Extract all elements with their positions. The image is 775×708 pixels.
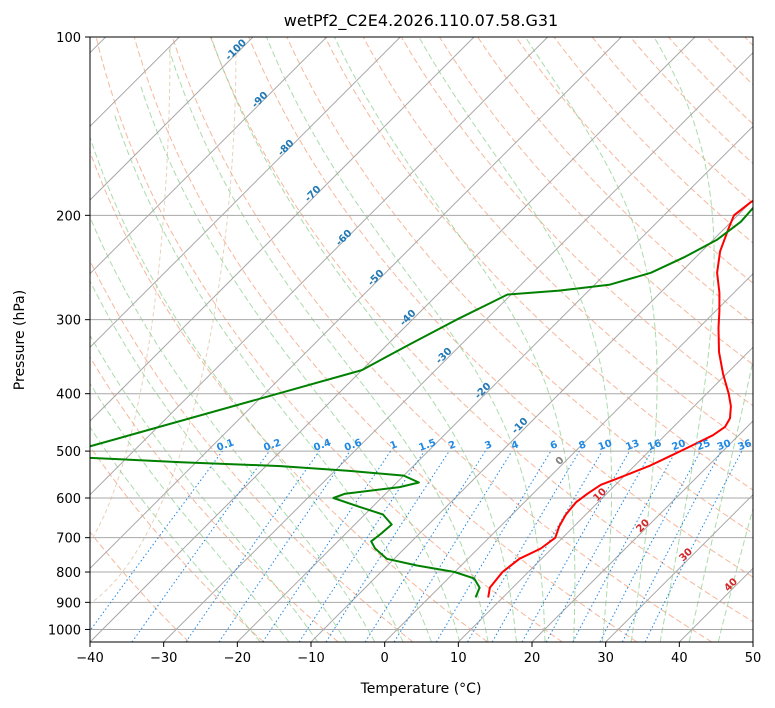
x-tick-label: 20 <box>524 651 541 666</box>
dry-adiabat <box>515 37 753 284</box>
mixing-ratio-line <box>262 450 392 642</box>
mixing-ratio-line <box>393 450 513 642</box>
mixing-ratio-label: 4 <box>510 439 520 452</box>
isotherm <box>531 420 753 642</box>
y-tick-label: 700 <box>56 532 81 547</box>
moist-adiabat <box>168 49 489 642</box>
isotherm <box>90 37 475 422</box>
isotherm <box>384 272 753 642</box>
mixing-ratio-line <box>545 450 653 642</box>
y-axis-label: Pressure (hPa) <box>12 290 28 390</box>
y-tick-label: 600 <box>56 492 81 507</box>
mixing-ratio-label: 6 <box>549 439 559 452</box>
x-axis-label: Temperature (°C) <box>360 681 482 697</box>
isotherm <box>163 51 753 642</box>
x-tick-label: −40 <box>76 651 103 666</box>
moist-adiabat <box>266 37 546 642</box>
background-lines <box>90 37 753 642</box>
mixing-ratio-line <box>131 450 270 642</box>
y-tick-label: 200 <box>56 209 81 224</box>
dry-adiabat <box>171 37 712 642</box>
dry-adiabat <box>90 445 264 642</box>
moist-adiabat <box>90 426 261 642</box>
y-tick-label: 500 <box>56 445 81 460</box>
dewpoint-profile <box>90 206 753 598</box>
mixing-ratio-line <box>218 450 351 642</box>
dry-adiabat <box>362 37 753 449</box>
mixing-ratio-label: 1 <box>389 439 399 452</box>
y-tick-label: 100 <box>56 31 81 46</box>
isotherm <box>605 493 753 642</box>
temperature-profile <box>487 199 753 598</box>
y-tick-label: 800 <box>56 566 81 581</box>
dry-adiabat <box>90 150 488 642</box>
mixing-ratio-label: 25 <box>695 438 712 453</box>
moist-adiabat <box>524 37 658 642</box>
plot-frame <box>89 36 754 643</box>
x-tick-label: −30 <box>150 651 177 666</box>
moist-adiabat <box>418 37 613 642</box>
mixing-ratio-line <box>298 450 425 642</box>
mixing-ratio-line <box>90 450 223 632</box>
y-tick-label: 900 <box>56 596 81 611</box>
x-tick-label: −10 <box>297 651 324 666</box>
x-tick-label: 50 <box>745 651 762 666</box>
dry-adiabat <box>90 531 190 642</box>
isotherm <box>90 37 401 349</box>
mixing-ratio-label: 36 <box>737 438 754 453</box>
isotherm <box>90 37 549 496</box>
isotherm <box>90 37 622 570</box>
x-tick-label: 0 <box>381 651 389 666</box>
mixing-ratio-label: 2 <box>447 439 457 452</box>
y-tick-label: 1000 <box>48 623 81 638</box>
moist-adiabat <box>210 37 517 642</box>
isotherm <box>90 37 696 642</box>
moist-adiabat <box>653 37 715 642</box>
moist-adiabat <box>688 358 753 642</box>
isotherm <box>236 125 753 642</box>
mixing-ratio-line <box>521 450 630 642</box>
moist-adiabat <box>90 135 404 642</box>
moist-adiabat <box>90 382 290 642</box>
chart-title: wetPf2_C2E4.2026.110.07.58.G31 <box>284 11 558 31</box>
mixing-ratio-label: 30 <box>716 438 733 453</box>
boundary-curve <box>90 46 237 605</box>
mixing-ratio-line <box>185 450 320 642</box>
dry-adiabat <box>400 37 753 407</box>
mixing-ratio-label: 16 <box>646 438 663 453</box>
isotherm <box>90 37 328 275</box>
mixing-ratio-line <box>325 450 450 642</box>
y-tick-label: 300 <box>56 314 81 329</box>
axes: −40 −30 −20 −10 0 10 20 30 40 50 1000 900 800 700 600 5… <box>48 31 761 666</box>
dry-adiabat <box>248 37 753 578</box>
plot-background <box>90 37 753 642</box>
x-tick-label: 30 <box>597 651 614 666</box>
dry-adiabat <box>95 37 563 642</box>
y-tick-label: 400 <box>56 388 81 403</box>
mixing-ratio-label: 20 <box>671 438 688 453</box>
dry-adiabat <box>90 356 339 642</box>
isotherm <box>457 346 753 642</box>
profile-lines <box>90 199 753 598</box>
isotherm <box>310 199 753 642</box>
moist-adiabat <box>333 37 576 642</box>
dry-adiabat <box>210 37 753 623</box>
boundary-curve <box>90 46 171 543</box>
x-tick-label: −20 <box>224 651 251 666</box>
moist-adiabat <box>90 279 347 642</box>
moist-adiabat <box>139 83 461 642</box>
mixing-ratio-label: 10 <box>597 438 614 453</box>
mixing-ratio-line <box>572 450 677 642</box>
mixing-ratio-label: 3 <box>483 439 493 452</box>
mixing-ratio-line <box>644 450 743 642</box>
x-tick-label: 10 <box>450 651 467 666</box>
mixing-ratio-label: 13 <box>624 438 641 453</box>
dry-adiabat <box>477 37 753 325</box>
isotherm <box>90 37 254 201</box>
x-tick-label: 40 <box>671 651 688 666</box>
mixing-ratio-label: 8 <box>577 439 587 452</box>
moist-adiabat <box>90 334 319 642</box>
